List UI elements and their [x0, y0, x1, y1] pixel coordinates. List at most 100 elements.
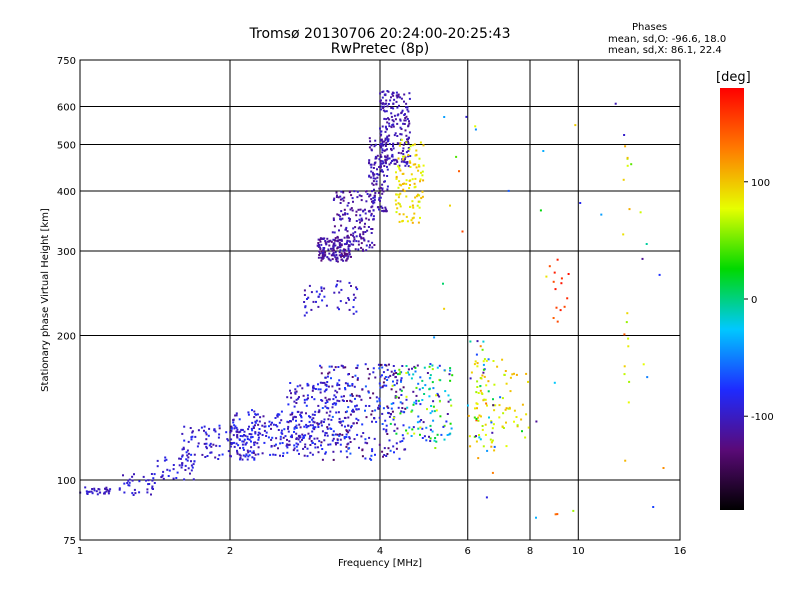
data-point: [572, 509, 575, 512]
data-point: [409, 184, 411, 186]
data-point: [391, 93, 394, 96]
data-point: [309, 424, 312, 427]
data-point: [380, 138, 383, 141]
data-point: [401, 150, 404, 152]
data-point: [308, 415, 310, 418]
data-point: [271, 436, 274, 439]
data-point: [503, 373, 506, 376]
data-point: [371, 228, 374, 230]
data-point: [339, 239, 342, 241]
data-point: [328, 371, 331, 374]
data-point: [381, 183, 384, 186]
data-point: [343, 196, 346, 199]
data-point: [481, 374, 484, 377]
data-point: [218, 427, 221, 430]
data-point: [327, 398, 330, 401]
data-point: [370, 198, 373, 201]
data-point: [325, 304, 328, 307]
data-point: [340, 255, 342, 258]
data-point: [421, 379, 424, 382]
data-point: [626, 156, 629, 159]
data-point: [355, 367, 358, 369]
data-point: [490, 445, 493, 448]
data-point: [227, 450, 230, 453]
data-point: [408, 92, 411, 95]
data-point: [270, 427, 272, 430]
data-point: [371, 190, 373, 193]
data-point: [496, 365, 499, 368]
data-point: [405, 215, 408, 218]
data-point: [379, 154, 382, 157]
data-point: [403, 123, 406, 125]
data-point: [484, 433, 487, 436]
data-point: [485, 402, 488, 405]
data-point: [412, 163, 415, 166]
data-point: [340, 252, 343, 255]
data-point: [392, 365, 395, 367]
data-point: [421, 190, 424, 193]
data-point: [364, 409, 366, 412]
data-point: [342, 366, 345, 369]
data-point: [385, 208, 388, 211]
data-point: [382, 107, 385, 109]
data-point: [401, 219, 404, 222]
data-point: [385, 424, 388, 427]
data-point: [628, 380, 631, 383]
data-point: [248, 433, 251, 435]
data-point: [147, 479, 150, 482]
data-point: [194, 435, 197, 438]
data-point: [274, 417, 277, 419]
data-point: [191, 466, 194, 469]
data-point: [401, 440, 404, 442]
data-point: [311, 453, 314, 456]
data-point: [420, 171, 422, 174]
data-point: [318, 293, 321, 296]
data-point: [451, 374, 454, 377]
data-point: [420, 197, 423, 200]
data-point: [303, 294, 306, 296]
data-point: [361, 248, 364, 251]
data-point: [251, 456, 254, 459]
data-point: [342, 191, 345, 194]
data-point: [392, 120, 395, 123]
data-point: [229, 454, 232, 457]
data-point: [251, 451, 254, 454]
data-point: [364, 441, 367, 444]
y-tick-label: 400: [57, 187, 76, 198]
data-point: [310, 308, 313, 311]
data-point: [344, 213, 346, 216]
data-point: [483, 375, 486, 378]
data-point: [428, 395, 431, 398]
data-point: [402, 153, 405, 156]
data-point: [245, 453, 248, 456]
data-point: [209, 442, 212, 445]
data-point: [369, 163, 372, 166]
data-point: [343, 416, 346, 419]
data-point: [238, 438, 241, 441]
data-point: [623, 373, 626, 376]
data-point: [398, 144, 401, 147]
data-point: [251, 429, 254, 432]
data-point: [386, 165, 388, 168]
data-point: [408, 160, 411, 163]
data-point: [314, 388, 317, 390]
data-point: [183, 478, 186, 481]
data-point: [405, 151, 408, 154]
data-point: [367, 390, 370, 393]
data-point: [221, 453, 224, 456]
data-point: [179, 457, 182, 460]
data-point: [366, 367, 369, 370]
data-point: [505, 445, 508, 448]
data-point: [379, 386, 382, 389]
data-point: [357, 408, 360, 411]
data-point: [281, 442, 284, 444]
data-point: [248, 438, 251, 441]
data-point: [323, 439, 326, 442]
data-point: [343, 256, 346, 259]
data-point: [90, 490, 93, 493]
data-point: [422, 421, 425, 424]
data-point: [410, 219, 413, 222]
data-point: [327, 385, 330, 388]
data-point: [305, 311, 308, 314]
data-point: [350, 233, 352, 236]
